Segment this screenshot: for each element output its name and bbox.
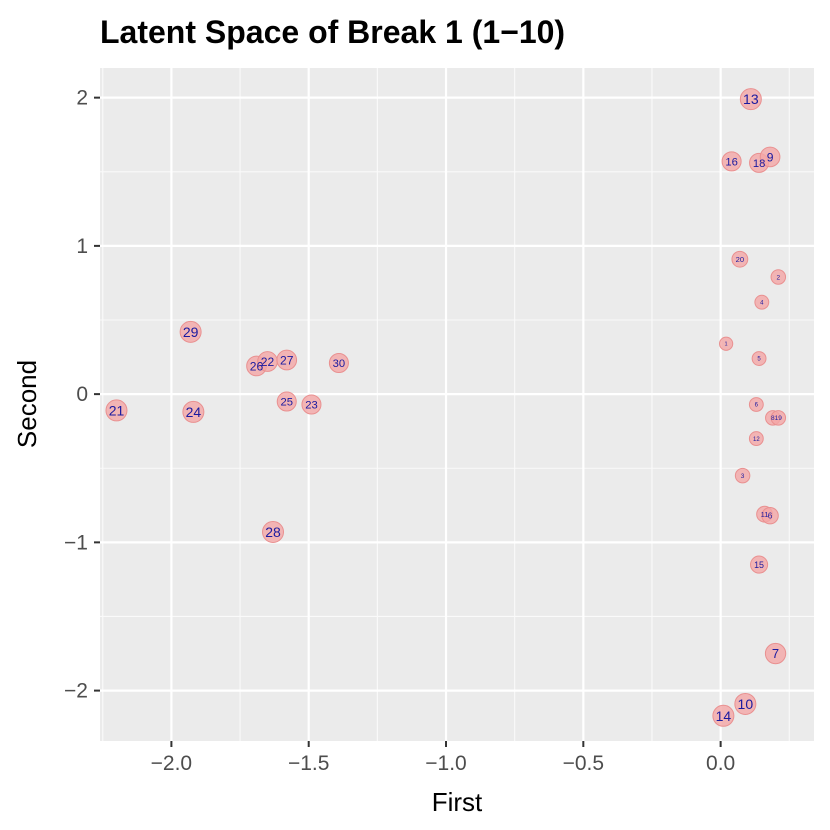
- point-label: 8: [771, 415, 775, 422]
- data-point: [759, 146, 781, 168]
- point-label: 25: [280, 397, 292, 409]
- x-tick-label: 0.0: [706, 752, 735, 775]
- point-label: 19: [775, 415, 783, 422]
- data-point: [179, 320, 202, 343]
- data-point: [770, 269, 787, 285]
- data-point: [719, 336, 734, 351]
- data-point: [276, 349, 298, 371]
- point-label: 1: [725, 342, 728, 348]
- x-axis-ticks: −2.0 −1.5 −1.0 −0.5 0.0: [151, 741, 735, 775]
- data-point: [750, 555, 769, 574]
- point-label: 5: [757, 357, 761, 363]
- y-tick-label: 0: [76, 383, 88, 406]
- x-tick-label: −1.0: [425, 752, 466, 775]
- data-point: [748, 397, 764, 412]
- chart-title: Latent Space of Break 1 (1−10): [100, 14, 565, 50]
- plot-panel: [100, 68, 814, 741]
- point-label: 23: [305, 400, 317, 412]
- y-tick-label: −1: [64, 531, 88, 554]
- y-tick-label: −2: [64, 680, 88, 703]
- point-label: 22: [261, 355, 275, 369]
- x-tick-label: −1.5: [288, 752, 329, 775]
- point-label: 15: [754, 560, 764, 570]
- data-point: [712, 704, 735, 727]
- point-label: 10: [738, 696, 754, 712]
- data-point: [328, 352, 349, 374]
- point-label: 16: [725, 156, 737, 168]
- point-label: 4: [760, 300, 764, 306]
- data-point: [731, 250, 749, 268]
- data-point: [770, 410, 787, 426]
- point-label: 2: [776, 274, 780, 281]
- data-point: [182, 400, 205, 423]
- point-label: 18: [753, 158, 765, 170]
- point-label: 6: [768, 512, 773, 521]
- data-point: [105, 399, 128, 422]
- data-point: [734, 692, 757, 715]
- y-axis-ticks: −2 −1 0 1 2: [64, 87, 100, 703]
- grid: [100, 68, 814, 741]
- point-label: 3: [741, 473, 745, 480]
- point-label: 26: [250, 359, 264, 373]
- point-label: 14: [716, 708, 732, 724]
- data-point: [262, 520, 285, 543]
- data-point: [748, 431, 764, 447]
- point-label: 6: [755, 403, 759, 409]
- x-tick-label: −2.0: [151, 752, 192, 775]
- data-point: [276, 391, 297, 412]
- data-point: [764, 642, 787, 665]
- data-point: [751, 351, 767, 366]
- point-label: 12: [753, 437, 760, 443]
- point-label: 28: [265, 524, 281, 540]
- point-label: 13: [743, 91, 759, 107]
- point-label: 27: [280, 353, 294, 367]
- data-point: [734, 467, 751, 484]
- point-label: 29: [183, 324, 199, 340]
- point-label: 20: [736, 255, 744, 264]
- x-tick-label: −0.5: [563, 752, 604, 775]
- point-label: 9: [767, 150, 774, 164]
- data-point: [739, 88, 762, 111]
- point-label: 21: [109, 402, 125, 418]
- point-label: 7: [772, 646, 779, 661]
- data-point: [761, 506, 779, 525]
- point-label: 24: [186, 404, 202, 420]
- data-point: [754, 294, 770, 310]
- y-tick-label: 2: [76, 87, 88, 110]
- y-tick-label: 1: [76, 235, 88, 258]
- x-axis-title: First: [432, 787, 483, 817]
- point-label: 11: [761, 510, 769, 519]
- y-axis-title: Second: [12, 360, 42, 448]
- data-point: [721, 151, 742, 172]
- data-point: [301, 394, 322, 415]
- point-label: 30: [333, 358, 345, 370]
